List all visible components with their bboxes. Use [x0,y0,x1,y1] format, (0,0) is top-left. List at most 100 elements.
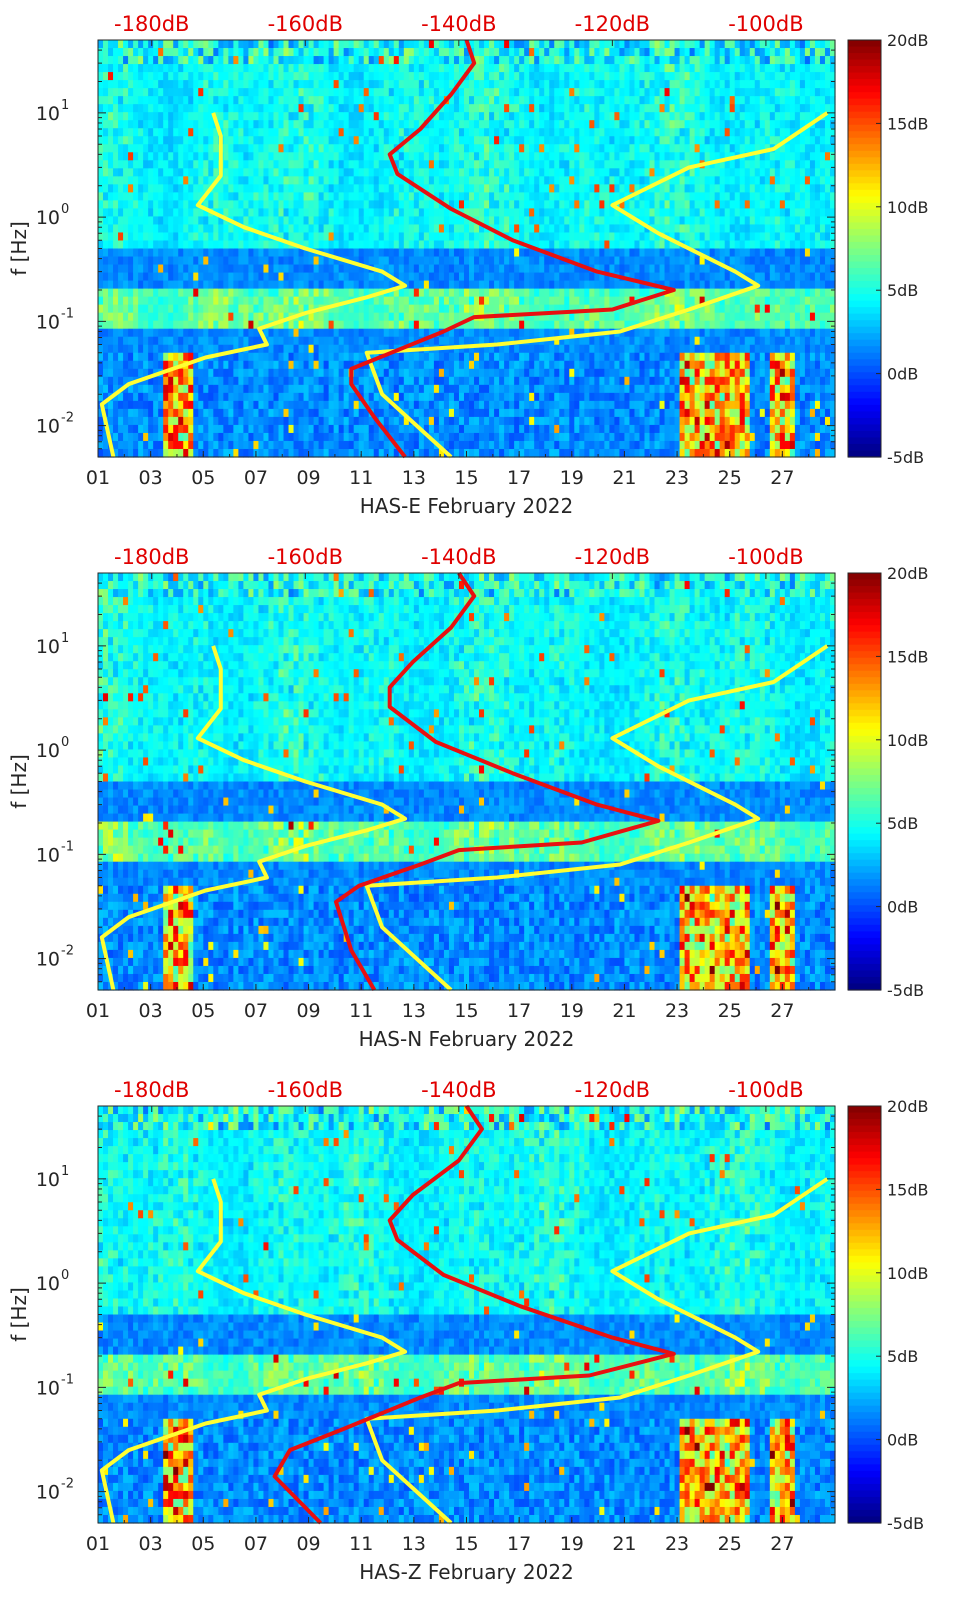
spectrogram-cell [138,40,144,49]
spectrogram-cell [328,64,335,73]
spectrogram-cell [218,88,224,97]
spectrogram-cell [218,440,224,450]
spectrogram-cell [248,200,255,209]
spectrogram-cell [569,40,575,49]
spectrogram-cell [509,320,515,330]
spectrogram-cell [113,48,119,57]
spectrogram-cell [378,248,385,258]
spectrogram-cell [133,384,139,394]
spectrogram-cell [343,120,350,129]
spectrogram-cell [388,232,395,242]
spectrogram-cell [128,376,134,386]
spectrogram-cell [408,192,415,201]
spectrogram-cell [193,80,199,89]
spectrogram-cell [539,440,545,450]
spectrogram-cell [278,40,285,49]
spectrogram-cell [188,384,194,394]
spectrogram-cell [489,280,495,290]
spectrogram-cell [408,128,415,137]
spectrogram-cell [213,240,219,250]
spectrogram-cell [398,432,405,442]
spectrogram-cell [238,360,244,370]
spectrogram-cell [228,168,234,177]
spectrogram-cell [293,112,300,121]
spectrogram-cell [243,304,249,314]
spectrogram-cell [153,432,159,442]
spectrogram-cell [479,192,485,201]
spectrogram-cell [509,72,515,81]
spectrogram-cell [103,104,109,113]
spectrogram-cell [489,248,495,258]
spectrogram-cell [368,336,375,346]
spectrogram-cell [98,440,104,450]
spectrogram-cell [273,200,280,209]
spectrogram-cell [198,408,204,418]
spectrogram-cell [308,400,315,410]
spectrogram-cell [328,360,335,370]
spectrogram-cell [278,448,285,458]
spectrogram-cell [273,144,280,153]
spectrogram-cell [544,64,550,73]
spectrogram-cell [288,80,295,89]
spectrogram-cell [263,400,270,410]
spectrogram-cell [343,384,350,394]
spectrogram-cell [343,56,350,65]
spectrogram-cell [208,240,214,250]
spectrogram-cell [163,400,169,410]
spectrogram-cell [499,240,505,250]
spectrogram-cell [463,328,470,338]
spectrogram-cell [554,216,560,226]
spectrogram-cell [373,384,380,394]
spectrogram-cell [118,208,124,218]
spectrogram-cell [143,312,149,322]
spectrogram-cell [569,248,575,258]
spectrogram-cell [238,168,244,177]
spectrogram-cell [479,408,485,418]
spectrogram-cell [138,96,144,105]
spectrogram-cell [363,56,370,65]
spectrogram-cell [403,264,410,274]
spectrogram-cell [298,376,305,386]
spectrogram-cell [559,424,565,434]
spectrogram-cell [253,104,260,113]
spectrogram-cell [168,144,174,153]
spectrogram-cell [448,168,455,177]
spectrogram-cell [539,288,545,298]
spectrogram-cell [268,104,275,113]
spectrogram-cell [173,304,179,314]
spectrogram-cell [433,360,440,370]
spectrogram-cell [509,376,515,386]
spectrogram-cell [423,328,430,338]
spectrogram-cell [413,80,420,89]
spectrogram-cell [203,176,209,185]
spectrogram-cell [133,200,139,209]
spectrogram-cell [183,232,189,242]
spectrogram-cell [388,424,395,434]
spectrogram-cell [148,120,154,129]
spectrogram-cell [443,400,450,410]
spectrogram-cell [378,328,385,338]
spectrogram-cell [188,112,194,121]
spectrogram-cell [218,320,224,330]
spectrogram-cell [238,368,244,378]
spectrogram-cell [368,224,375,234]
spectrogram-cell [534,192,540,201]
spectrogram-cell [418,296,425,306]
spectrogram-cell [213,280,219,290]
spectrogram-cell [428,232,435,242]
spectrogram-cell [453,120,460,129]
spectrogram-cell [373,56,380,65]
spectrogram-cell [208,376,214,386]
spectrogram-cell [268,80,275,89]
spectrogram-cell [173,248,179,258]
spectrogram-cell [428,360,435,370]
spectrogram-cell [183,184,189,193]
spectrogram-cell [343,208,350,218]
spectrogram-cell [143,216,149,226]
spectrogram-cell [358,160,365,169]
spectrogram-cell [248,352,255,362]
spectrogram-cell [138,344,144,354]
spectrogram-cell [549,200,555,209]
spectrogram-cell [438,272,445,282]
spectrogram-cell [433,56,440,65]
